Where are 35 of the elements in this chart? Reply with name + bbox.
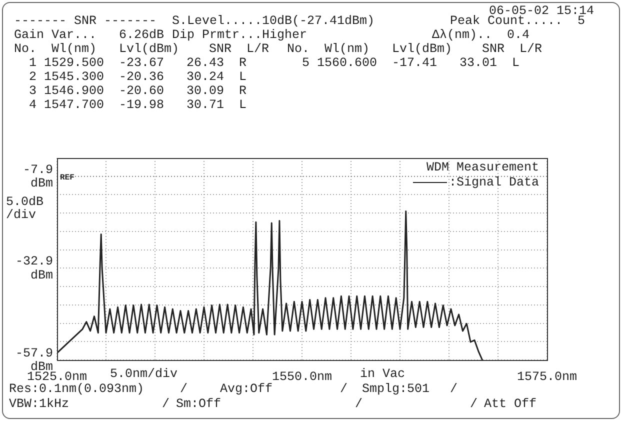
text: Avg:Off — [220, 382, 273, 396]
x-axis-title: 5.0nm/div — [110, 367, 178, 381]
text: 2 1545.300 -20.36 30.24 L — [28, 70, 247, 84]
text: / — [355, 397, 363, 411]
text: Peak Count..... 5 — [450, 14, 586, 28]
text: Smplg:501 — [362, 382, 430, 396]
text: Dip Prmtr...Higher — [172, 28, 308, 42]
text: 1 1529.500 -23.67 26.43 R — [28, 56, 247, 70]
text: 3 1546.900 -20.60 30.09 R — [28, 84, 247, 98]
legend-label: :Signal Data — [448, 176, 540, 190]
legend-title: WDM Measurement — [426, 160, 539, 175]
text: ------- SNR ------- — [14, 14, 157, 28]
text: Att Off — [484, 397, 537, 411]
text: No. Wl(nm) Lvl(dBm) SNR L/R — [287, 42, 542, 56]
text: No. Wl(nm) Lvl(dBm) SNR L/R — [14, 42, 270, 56]
text: / — [180, 382, 188, 396]
text: VBW:1kHz — [9, 397, 70, 411]
y-axis-title: 5.0dB /div — [6, 195, 44, 222]
text: 5 1560.600 -17.41 33.01 L — [301, 56, 520, 70]
text: S.Level.....10dB(-27.41dBm) — [172, 14, 375, 28]
y-tick-label: -7.9 dBm — [22, 162, 53, 191]
x-tick-label: 1550.0nm — [272, 370, 332, 384]
text: in Vac — [360, 367, 406, 381]
ref-line-label: REF — [60, 173, 75, 182]
text: Res:0.1nm(0.093nm) — [9, 382, 144, 396]
text: / — [450, 382, 458, 396]
text: Sm:Off — [176, 397, 222, 411]
x-tick-label: 1575.0nm — [516, 370, 578, 384]
text: Gain Var... 6.26dB — [14, 28, 164, 42]
text: 4 1547.700 -19.98 30.71 L — [28, 98, 247, 112]
text: Δλ(nm).. 0.4 — [432, 28, 530, 42]
y-tick-label: -32.9 dBm — [15, 254, 53, 282]
text: / — [470, 397, 478, 411]
text: / — [162, 397, 170, 411]
text: / — [340, 382, 348, 396]
